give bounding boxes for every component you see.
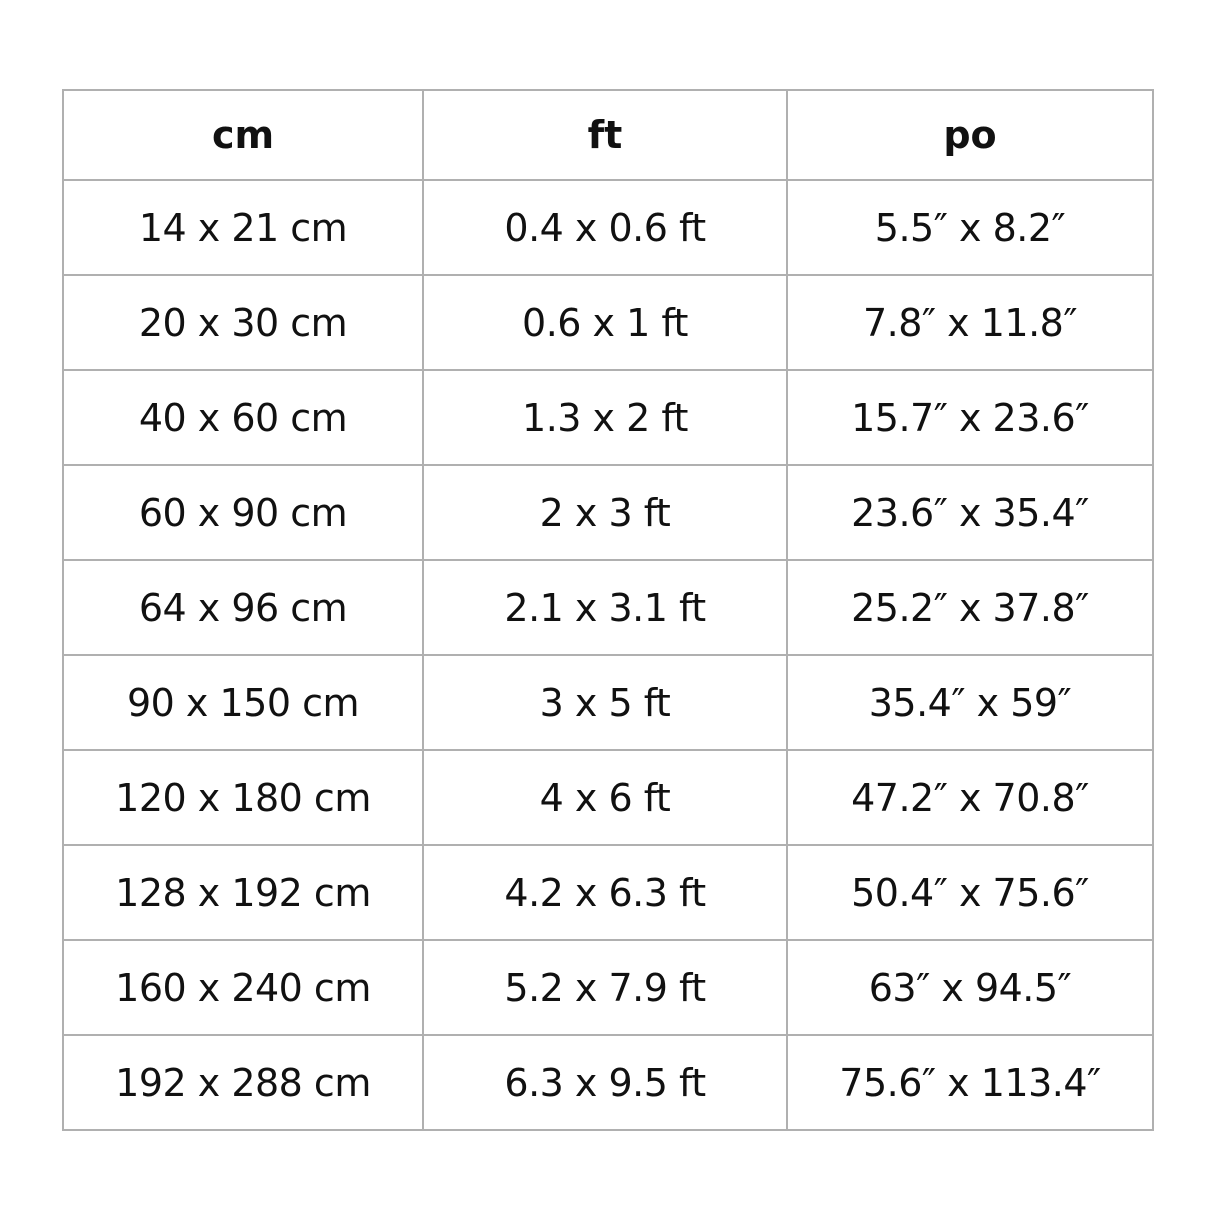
cell-cm: 60 x 90 cm <box>62 464 424 561</box>
cell-cm: 64 x 96 cm <box>62 559 424 656</box>
table-row: 128 x 192 cm 4.2 x 6.3 ft 50.4″ x 75.6″ <box>62 844 1154 941</box>
table-row: 60 x 90 cm 2 x 3 ft 23.6″ x 35.4″ <box>62 464 1154 561</box>
cell-ft: 3 x 5 ft <box>422 654 788 751</box>
cell-po: 50.4″ x 75.6″ <box>786 844 1154 941</box>
table-row: 192 x 288 cm 6.3 x 9.5 ft 75.6″ x 113.4″ <box>62 1034 1154 1131</box>
cell-po: 25.2″ x 37.8″ <box>786 559 1154 656</box>
cell-po: 47.2″ x 70.8″ <box>786 749 1154 846</box>
table-row: 120 x 180 cm 4 x 6 ft 47.2″ x 70.8″ <box>62 749 1154 846</box>
cell-cm: 120 x 180 cm <box>62 749 424 846</box>
cell-ft: 6.3 x 9.5 ft <box>422 1034 788 1131</box>
table-row: 20 x 30 cm 0.6 x 1 ft 7.8″ x 11.8″ <box>62 274 1154 371</box>
table-row: 64 x 96 cm 2.1 x 3.1 ft 25.2″ x 37.8″ <box>62 559 1154 656</box>
cell-ft: 1.3 x 2 ft <box>422 369 788 466</box>
cell-ft: 0.6 x 1 ft <box>422 274 788 371</box>
cell-ft: 0.4 x 0.6 ft <box>422 179 788 276</box>
cell-ft: 4 x 6 ft <box>422 749 788 846</box>
cell-ft: 2 x 3 ft <box>422 464 788 561</box>
cell-po: 75.6″ x 113.4″ <box>786 1034 1154 1131</box>
cell-po: 5.5″ x 8.2″ <box>786 179 1154 276</box>
header-ft: ft <box>422 89 788 181</box>
table-row: 160 x 240 cm 5.2 x 7.9 ft 63″ x 94.5″ <box>62 939 1154 1036</box>
cell-cm: 20 x 30 cm <box>62 274 424 371</box>
cell-ft: 2.1 x 3.1 ft <box>422 559 788 656</box>
cell-po: 35.4″ x 59″ <box>786 654 1154 751</box>
cell-po: 23.6″ x 35.4″ <box>786 464 1154 561</box>
cell-cm: 128 x 192 cm <box>62 844 424 941</box>
cell-cm: 40 x 60 cm <box>62 369 424 466</box>
cell-po: 7.8″ x 11.8″ <box>786 274 1154 371</box>
cell-ft: 5.2 x 7.9 ft <box>422 939 788 1036</box>
header-row: cm ft po <box>62 89 1154 181</box>
header-cm: cm <box>62 89 424 181</box>
cell-cm: 160 x 240 cm <box>62 939 424 1036</box>
header-po: po <box>786 89 1154 181</box>
cell-cm: 14 x 21 cm <box>62 179 424 276</box>
table-row: 90 x 150 cm 3 x 5 ft 35.4″ x 59″ <box>62 654 1154 751</box>
cell-po: 63″ x 94.5″ <box>786 939 1154 1036</box>
table-row: 40 x 60 cm 1.3 x 2 ft 15.7″ x 23.6″ <box>62 369 1154 466</box>
table-row: 14 x 21 cm 0.4 x 0.6 ft 5.5″ x 8.2″ <box>62 179 1154 276</box>
cell-po: 15.7″ x 23.6″ <box>786 369 1154 466</box>
cell-cm: 90 x 150 cm <box>62 654 424 751</box>
cell-ft: 4.2 x 6.3 ft <box>422 844 788 941</box>
cell-cm: 192 x 288 cm <box>62 1034 424 1131</box>
size-conversion-table: cm ft po 14 x 21 cm 0.4 x 0.6 ft 5.5″ x 8.… <box>62 89 1154 1131</box>
